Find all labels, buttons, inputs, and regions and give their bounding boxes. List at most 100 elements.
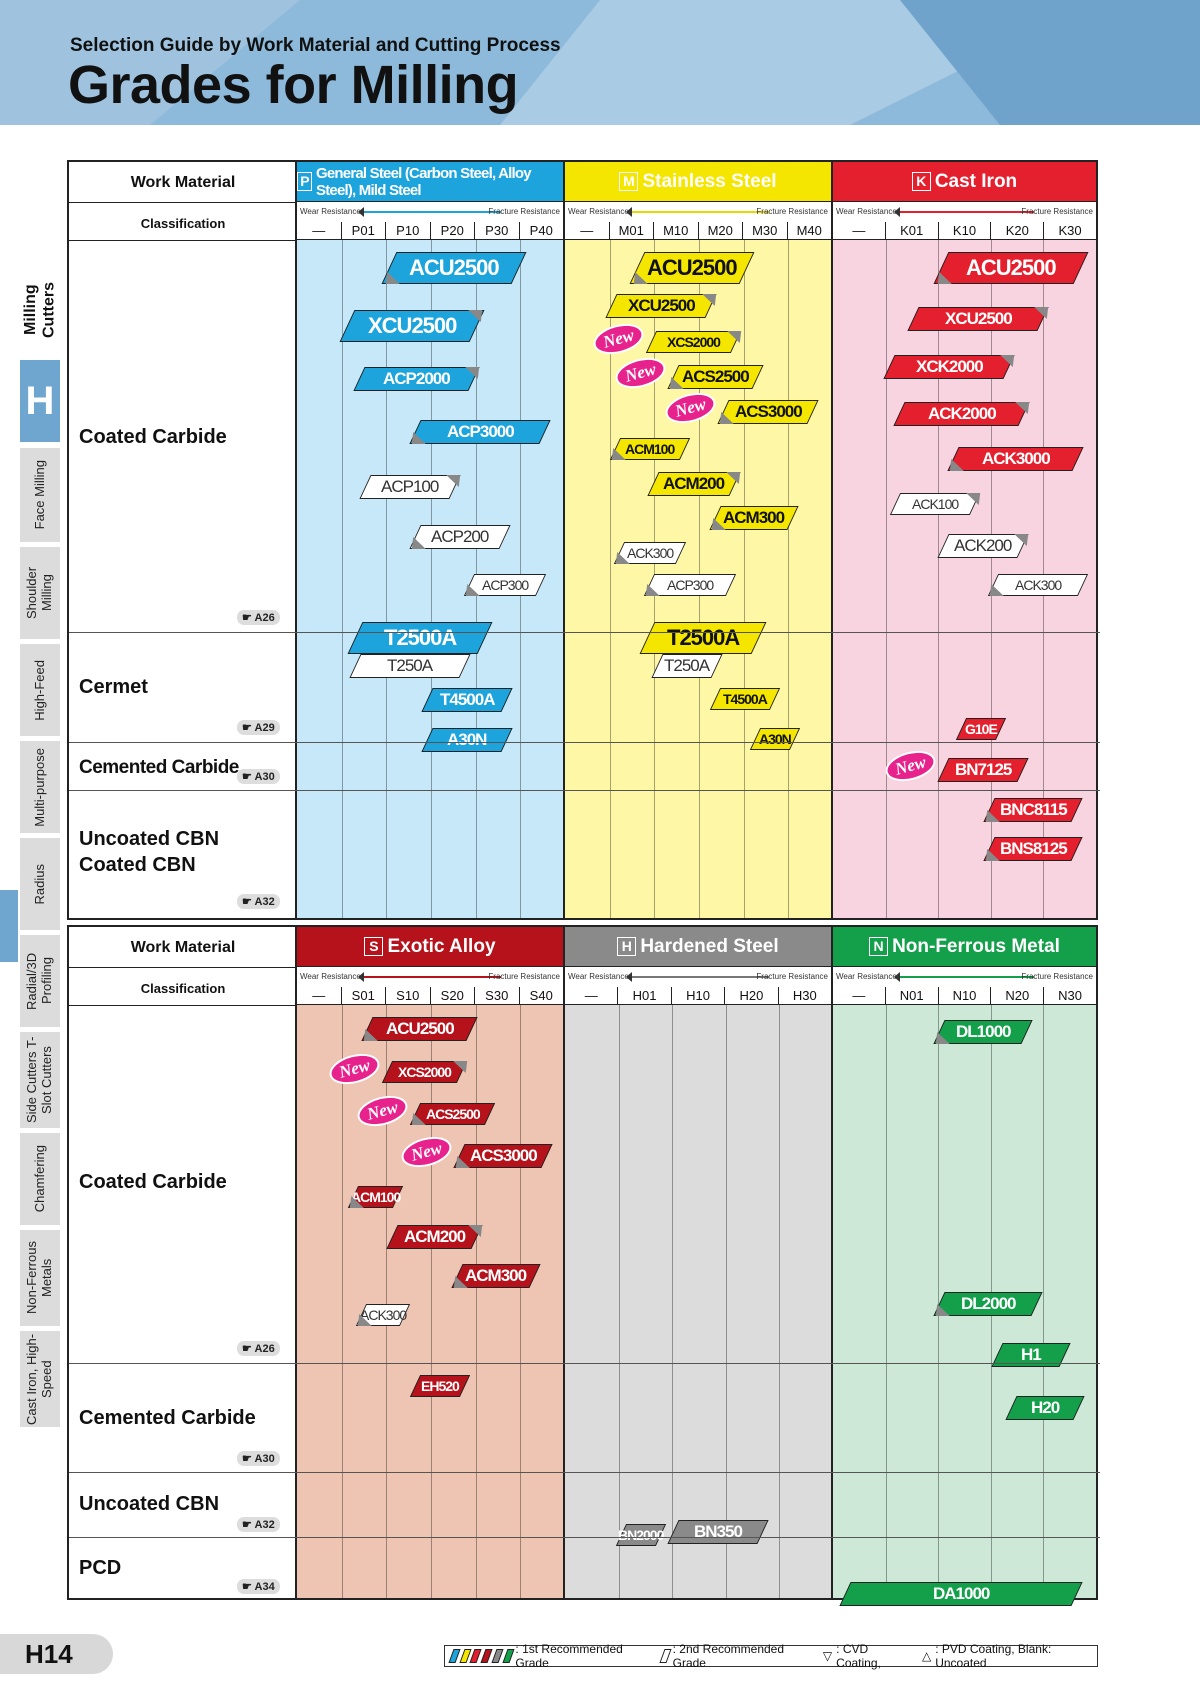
row-divider [69, 742, 1100, 743]
category-cemented-carbide: Cemented Carbide [79, 1407, 256, 1429]
section-header: N Non-Ferrous Metal [833, 927, 1096, 967]
grade-acm200[interactable]: ACM200 [386, 1225, 483, 1249]
resistance-row: Wear Resistance Fracture Resistance [565, 967, 831, 987]
class-cell: S30 [475, 987, 520, 1004]
grade-t250a[interactable]: T250A [349, 654, 471, 678]
grade-t250a[interactable]: T250A [651, 654, 723, 678]
ref-a30[interactable]: ☛ A30 [237, 769, 280, 784]
grade-label: BNS8125 [999, 839, 1067, 858]
resistance-arrow [626, 972, 769, 982]
grade-label: ACS2500 [682, 367, 749, 386]
grade-xck2000[interactable]: XCK2000 [883, 355, 1015, 379]
grade-acp100[interactable]: ACP100 [359, 475, 461, 499]
classification-row: — S01 S10 S20 S30 S40 [297, 987, 563, 1005]
sidebar-tab-chamfering[interactable]: Chamfering [20, 1133, 60, 1225]
grade-t2500a[interactable]: T2500A [639, 622, 767, 654]
resistance-row: Wear Resistance Fracture Resistance [833, 202, 1096, 222]
class-cell: P10 [386, 222, 431, 239]
ref-a32[interactable]: ☛ A32 [237, 1517, 280, 1532]
grade-acp2000[interactable]: ACP2000 [353, 367, 480, 391]
ref-a26[interactable]: ☛ A26 [237, 1341, 280, 1356]
section-letter: H [617, 937, 637, 956]
sidebar-tab-side-cutters[interactable]: Side Cutters T-Slot Cutters [20, 1032, 60, 1128]
grade-t2500a[interactable]: T2500A [347, 622, 493, 654]
sidebar-letter-tab[interactable]: H [20, 360, 60, 442]
sidebar-tab-cast-iron[interactable]: Cast Iron, High-Speed [20, 1331, 60, 1427]
class-cell: — [833, 987, 886, 1004]
sidebar-tab-shoulder-milling[interactable]: Shoulder Milling [20, 547, 60, 639]
grade-a30n[interactable]: A30N [421, 728, 513, 752]
section-body: ACU2500 XCU2500 ACP2000 ACP3000 ACP100 ACP200… [297, 240, 563, 918]
grade-h20[interactable]: H20 [1005, 1396, 1085, 1420]
grade-xcu2500[interactable]: XCU2500 [605, 294, 717, 318]
sidebar-tab-multi-purpose[interactable]: Multi-purpose [20, 741, 60, 833]
grade-label: DA1000 [932, 1584, 990, 1603]
grade-ack2000[interactable]: ACK2000 [893, 402, 1030, 426]
grade-label: ACS2500 [425, 1106, 480, 1122]
ref-a34[interactable]: ☛ A34 [237, 1579, 280, 1594]
sidebar-tab-radius[interactable]: Radius [20, 838, 60, 930]
grade-label: XCU2500 [367, 313, 457, 338]
page-title: Grades for Milling [68, 55, 519, 115]
ref-a26[interactable]: ☛ A26 [237, 610, 280, 625]
ref-a29[interactable]: ☛ A29 [237, 720, 280, 735]
grade-xcu2500[interactable]: XCU2500 [907, 307, 1049, 331]
category-pcd: PCD [79, 1557, 122, 1579]
grade-xcs2000[interactable]: XCS2000 [645, 331, 742, 353]
grade-label: ACK3000 [981, 449, 1050, 468]
grid-line [885, 1005, 887, 1598]
top-label-column: Work Material Classification Coated Carb… [69, 162, 297, 918]
class-cell: P20 [431, 222, 475, 239]
sidebar-tab-label: Cast Iron, High-Speed [24, 1333, 54, 1425]
grade-ack3000[interactable]: ACK3000 [947, 447, 1084, 471]
new-badge: New [398, 1131, 455, 1173]
grade-acu2500[interactable]: ACU2500 [933, 252, 1089, 284]
grade-label: ACP2000 [383, 369, 450, 388]
category-uncoated-cbn: Uncoated CBN [79, 1493, 220, 1515]
grade-bn350[interactable]: BN350 [667, 1520, 769, 1544]
grade-t4500a[interactable]: T4500A [709, 688, 781, 710]
grade-ack300[interactable]: ACK300 [987, 574, 1089, 596]
class-cell: S20 [431, 987, 475, 1004]
grade-ack100[interactable]: ACK100 [889, 493, 981, 515]
sidebar-tab-label: Side Cutters T-Slot Cutters [24, 1036, 54, 1124]
grade-da1000[interactable]: DA1000 [839, 1582, 1083, 1606]
sidebar-tab-high-feed[interactable]: High-Feed [20, 644, 60, 736]
sidebar-tab-radial-3d-profiling[interactable]: Radial/3D Profiling [20, 935, 60, 1027]
grid-line [520, 1005, 522, 1598]
grade-label: BN7125 [954, 760, 1012, 779]
grade-dl2000[interactable]: DL2000 [933, 1292, 1043, 1316]
section-body: ACU2500 XCS2000 New ACS2500 New ACS3000 New ACM… [297, 1005, 563, 1598]
section-title: General Steel (Carbon Steel, Alloy Steel… [316, 164, 532, 199]
grade-acp3000[interactable]: ACP3000 [409, 420, 551, 444]
grade-acm200[interactable]: ACM200 [647, 472, 741, 496]
grade-label: ACM300 [723, 508, 785, 527]
grade-t4500a[interactable]: T4500A [421, 688, 513, 712]
class-cell: N01 [886, 987, 939, 1004]
grade-acu2500[interactable]: ACU2500 [381, 252, 527, 284]
wear-label: Wear Resistance [836, 207, 897, 216]
ref-a32[interactable]: ☛ A32 [237, 894, 280, 909]
grade-bn2000[interactable]: BN2000 [615, 1524, 667, 1546]
grade-a30n[interactable]: A30N [749, 728, 801, 750]
sidebar-tab-non-ferrous[interactable]: Non-Ferrous Metals [20, 1230, 60, 1326]
grade-label: ACK300 [626, 545, 674, 561]
ref-label: A32 [254, 1519, 275, 1531]
grade-acu2500[interactable]: ACU2500 [361, 1017, 478, 1041]
grade-label: DL2000 [960, 1294, 1016, 1313]
sidebar-accent [0, 890, 18, 962]
grade-g10e[interactable]: G10E [955, 718, 1007, 740]
grade-acu2500[interactable]: ACU2500 [629, 252, 755, 284]
sidebar-tab-face-milling[interactable]: Face Milling [20, 448, 60, 542]
grid-line [618, 1005, 620, 1598]
grade-xcu2500[interactable]: XCU2500 [339, 310, 485, 342]
grade-label: XCU2500 [627, 296, 695, 315]
section-M: M Stainless Steel Wear Resistance Fracture … [565, 162, 833, 918]
new-badge: New [326, 1048, 383, 1090]
fracture-label: Fracture Resistance [488, 972, 560, 981]
grade-bn7125[interactable]: BN7125 [937, 758, 1029, 782]
ref-label: A30 [254, 1453, 275, 1465]
category-coated-carbide: Coated Carbide [79, 1171, 227, 1193]
ref-a30[interactable]: ☛ A30 [237, 1451, 280, 1466]
grade-eh520[interactable]: EH520 [409, 1375, 471, 1397]
